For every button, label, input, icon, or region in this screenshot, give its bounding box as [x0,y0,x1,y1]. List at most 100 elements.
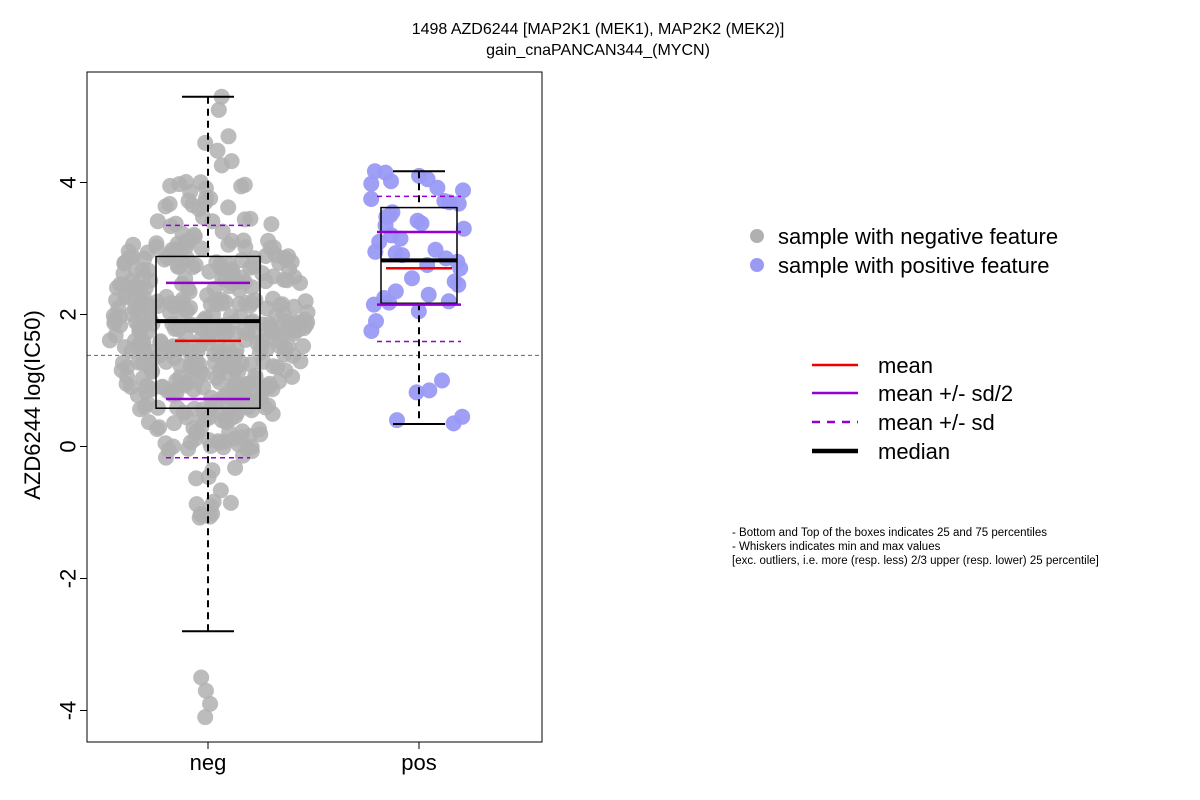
neg-point [201,508,218,525]
neg-point [263,216,280,233]
box-pos [377,170,461,426]
neg-point [234,423,251,440]
neg-point [235,232,252,249]
neg-point [188,470,205,487]
neg-point [139,324,156,341]
neg-point [212,348,229,365]
neg-point [105,307,122,324]
neg-point [199,287,216,304]
neg-point [205,493,222,510]
neg-point [197,134,214,151]
neg-point [149,298,166,314]
legend: sample with negative feature sample with … [750,224,1058,464]
chart-title: 1498 AZD6244 [MAP2K1 (MEK1), MAP2K2 (MEK… [412,21,785,38]
legend-sample-marker [750,229,764,243]
legend-sample-label: sample with negative feature [778,224,1058,249]
neg-point [222,494,239,511]
neg-point [186,226,202,243]
neg-point [243,443,260,460]
neg-point [197,682,214,699]
x-tick-label: neg [190,750,227,775]
plot-frame [86,71,543,743]
neg-point [174,225,191,242]
footnote-line: - Whiskers indicates min and max values [732,541,941,553]
neg-point [157,435,174,452]
neg-point [128,262,144,279]
pos-point [410,303,427,320]
neg-point [178,250,195,267]
y-tick-label: -2 [56,569,81,589]
neg-point [223,153,240,170]
pos-point [363,323,380,339]
neg-point [227,459,244,476]
legend-line-label: mean +/- sd/2 [878,381,1013,406]
y-tick-label: 0 [56,440,81,452]
iqr-box [380,206,458,305]
pos-point [450,276,467,293]
pos-point [452,260,469,277]
neg-point [295,338,312,355]
neg-point [140,262,157,279]
pos-point [413,215,430,232]
y-axis-label: AZD6244 log(IC50) [20,310,45,500]
iqr-box [155,255,261,409]
neg-point [236,211,253,228]
neg-point [135,337,152,354]
pos-point [420,286,437,303]
pos-point [363,191,380,207]
neg-point [292,353,309,370]
neg-point [124,248,141,265]
pos-point [408,384,425,401]
notes: - Bottom and Top of the boxes indicates … [732,527,1099,567]
neg-point [197,709,214,726]
neg-point [250,391,267,408]
chart-subtitle: gain_cnaPANCAN344_(MYCN) [486,42,710,59]
neg-point [242,356,259,373]
pos-point [434,372,450,389]
y-axis: -4 -2 0 2 4 [56,176,87,720]
pos-point [389,412,405,429]
legend-sample-label: sample with positive feature [778,253,1049,278]
pos-point [363,175,380,192]
x-tick-label: pos [401,750,436,775]
neg-point [193,669,210,686]
neg-point [171,176,188,193]
footnote-line: - Bottom and Top of the boxes indicates … [732,527,1047,539]
pos-point [450,195,467,212]
pos-point [445,415,462,432]
neg-point [126,292,143,309]
pos-point [383,173,399,190]
neg-point [212,260,229,277]
pos-point [421,382,438,399]
pos-point [455,220,472,237]
y-tick-label: -4 [56,701,81,721]
neg-point [260,232,277,249]
neg-point [231,281,248,298]
neg-point [214,223,231,240]
neg-point [181,316,198,333]
neg-point [261,378,278,395]
neg-point [270,337,287,354]
neg-point [193,240,210,257]
neg-point [191,201,207,217]
neg-point [177,270,194,287]
neg-point [215,439,232,456]
neg-point [182,434,199,451]
neg-point [172,357,189,374]
legend-line-label: mean +/- sd [878,410,995,435]
x-axis: neg pos [190,742,437,775]
neg-point [220,128,237,145]
neg-point [119,368,136,385]
neg-point [236,176,253,193]
neg-point [164,241,181,258]
neg-point [220,199,237,216]
footnote-line: [exc. outliers, i.e. more (resp. less) 2… [732,555,1099,567]
points-layer [101,88,472,726]
neg-point [208,369,225,386]
stats-layer [87,95,542,633]
legend-line-label: mean [878,353,933,378]
neg-point [176,377,193,394]
neg-point [162,295,179,311]
neg-point [193,419,210,436]
